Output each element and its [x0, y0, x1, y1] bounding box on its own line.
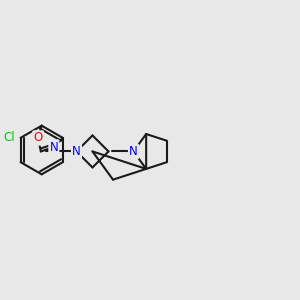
Text: O: O: [34, 131, 43, 145]
Text: N: N: [50, 140, 58, 154]
Text: Cl: Cl: [3, 131, 15, 144]
Text: N: N: [129, 145, 138, 158]
Text: N: N: [72, 145, 81, 158]
